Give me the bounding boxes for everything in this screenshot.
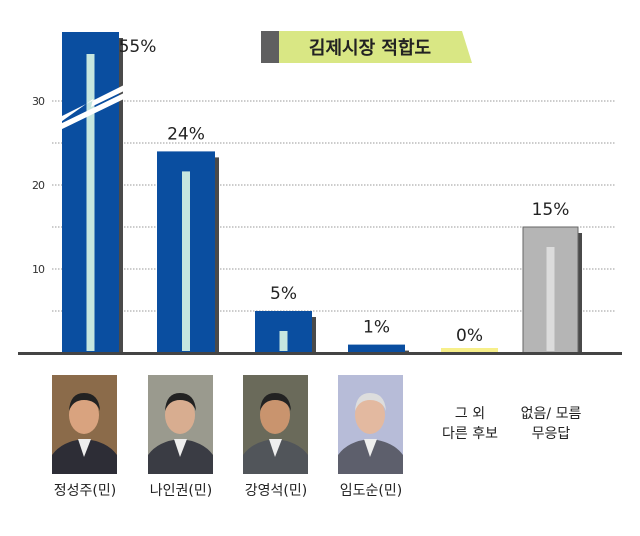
axis-break-mark <box>58 92 126 131</box>
bar-highlight <box>182 171 190 351</box>
data-label: 24% <box>167 124 205 144</box>
category-label-other: 그 외 다른 후보 <box>425 404 515 444</box>
category-label: 임도순(민) <box>339 483 403 499</box>
title-banner <box>279 31 472 63</box>
none-line-1: 없음/ 모름 <box>520 406 582 422</box>
other-line-1: 그 외 <box>454 406 486 422</box>
axis-break-mark <box>58 84 126 124</box>
person-icon <box>52 375 117 474</box>
data-label: 15% <box>532 200 570 220</box>
candidate-photo-4 <box>338 375 403 474</box>
y-tick-label: 30 <box>32 95 45 108</box>
bar <box>441 348 498 353</box>
data-label: 1% <box>363 318 390 338</box>
person-icon <box>148 375 213 474</box>
bar <box>348 344 405 353</box>
title-banner-block <box>261 31 279 63</box>
data-label: 55% <box>119 37 157 57</box>
category-label-none: 없음/ 모름 무응답 <box>506 404 596 444</box>
bar-shadow <box>578 233 582 353</box>
person-icon <box>338 375 403 474</box>
y-tick-label: 20 <box>32 179 45 192</box>
category-label: 나인권(민) <box>149 483 213 499</box>
data-label: 5% <box>270 284 297 304</box>
candidate-photo-1 <box>52 375 117 474</box>
bar-highlight <box>86 54 95 351</box>
candidate-photo-3 <box>243 375 308 474</box>
bar-shadow <box>312 317 316 353</box>
none-line-2: 무응답 <box>531 426 571 442</box>
data-label: 0% <box>456 326 483 346</box>
bar-shadow <box>405 350 409 353</box>
bar-shadow <box>215 157 219 353</box>
bar-highlight <box>546 247 555 351</box>
candidate-photo-2 <box>148 375 213 474</box>
category-label: 정성주(민) <box>53 483 117 499</box>
chart-title: 김제시장 적합도 <box>309 37 431 59</box>
y-tick-label: 10 <box>32 263 45 276</box>
person-icon <box>243 375 308 474</box>
category-label: 강영석(민) <box>244 483 308 499</box>
bar-highlight <box>279 331 288 351</box>
other-line-2: 다른 후보 <box>442 426 498 442</box>
bar-shadow <box>119 38 123 353</box>
